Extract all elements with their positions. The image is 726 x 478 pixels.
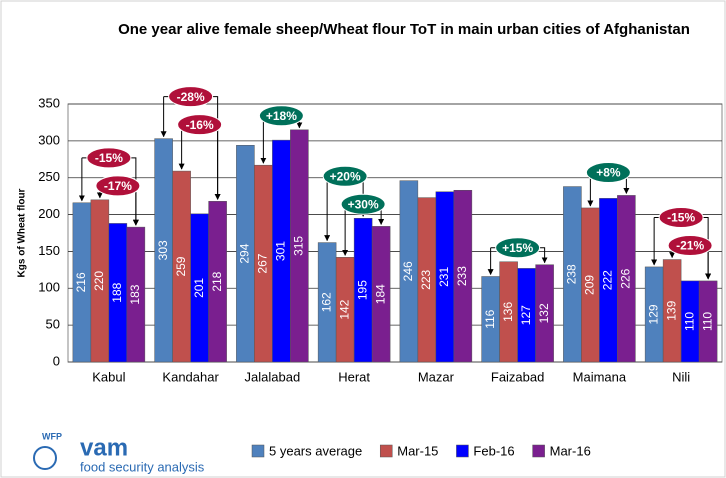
annotation: +15% xyxy=(502,241,533,255)
logo-org: WFP xyxy=(42,431,62,441)
bar xyxy=(617,195,636,363)
legend-label: Mar-16 xyxy=(550,443,591,458)
value-label: 209 xyxy=(583,275,597,295)
value-label: 303 xyxy=(156,240,170,260)
annotation: +18% xyxy=(266,109,297,123)
value-label: 195 xyxy=(355,280,369,300)
value-label: 129 xyxy=(646,304,660,324)
logo-icon xyxy=(33,446,57,470)
bar xyxy=(290,129,309,363)
annotation-bubble xyxy=(585,162,631,184)
chart-title: One year alive female sheep/Wheat flour … xyxy=(118,21,690,38)
value-label: 142 xyxy=(337,299,351,319)
legend-swatch xyxy=(379,444,393,458)
annotation-bubble xyxy=(340,193,386,215)
value-label: 233 xyxy=(455,266,469,286)
value-label: 184 xyxy=(373,284,387,304)
x-tick-label: Mazar xyxy=(418,369,455,384)
annotation-bubble xyxy=(322,165,368,187)
value-label: 220 xyxy=(92,271,106,291)
annotation-bubble xyxy=(95,175,141,197)
x-tick-label: Maimana xyxy=(573,369,627,384)
y-tick-label: 100 xyxy=(38,280,60,295)
value-label: 127 xyxy=(519,305,533,325)
value-label: 110 xyxy=(700,312,714,331)
annotation: -16% xyxy=(186,118,214,132)
annotation-bubble xyxy=(168,86,214,108)
value-label: 218 xyxy=(210,271,224,291)
value-label: 223 xyxy=(419,269,433,289)
legend-label: 5 years average xyxy=(269,443,362,458)
annotation: +20% xyxy=(330,169,361,183)
x-tick-label: Kabul xyxy=(92,369,125,384)
value-label: 139 xyxy=(664,300,678,320)
annotation-bubble xyxy=(495,237,541,259)
value-label: 110 xyxy=(682,312,696,331)
value-label: 222 xyxy=(601,270,615,290)
value-label: 267 xyxy=(256,253,270,273)
value-label: 188 xyxy=(110,282,124,302)
bar xyxy=(126,226,146,363)
annotation: -17% xyxy=(104,179,132,193)
value-label: 136 xyxy=(501,302,515,322)
legend-label: Feb-16 xyxy=(473,443,514,458)
annotation-bubble xyxy=(258,105,304,127)
value-label: 315 xyxy=(292,236,306,256)
legend-swatch xyxy=(456,444,469,458)
y-tick-label: 0 xyxy=(53,353,60,368)
value-label: 183 xyxy=(128,284,142,304)
legend-label: Mar-15 xyxy=(397,443,438,458)
y-tick-label: 350 xyxy=(38,95,60,110)
value-label: 116 xyxy=(483,309,497,328)
bar xyxy=(535,264,554,363)
x-tick-label: Nili xyxy=(672,369,690,384)
value-label: 246 xyxy=(401,261,415,281)
annotation-bubble xyxy=(177,114,223,136)
y-tick-label: 200 xyxy=(38,206,60,221)
value-label: 216 xyxy=(74,272,88,292)
logo-name: vam xyxy=(80,434,128,461)
value-label: 162 xyxy=(319,292,333,312)
y-axis-label: Kgs of Wheat flour xyxy=(17,188,28,277)
bar xyxy=(698,280,718,363)
x-tick-label: Kandahar xyxy=(162,369,219,384)
annotation: +30% xyxy=(348,197,379,211)
bar xyxy=(371,226,391,363)
annotation: -21% xyxy=(676,239,704,253)
y-tick-label: 150 xyxy=(38,243,60,258)
annotation: -15% xyxy=(667,211,695,225)
bar xyxy=(453,189,473,363)
value-label: 294 xyxy=(238,243,252,263)
logo-tagline: food security analysis xyxy=(80,459,205,474)
value-label: 231 xyxy=(437,267,451,287)
value-label: 132 xyxy=(537,303,551,323)
annotation-bubble xyxy=(86,147,132,169)
y-tick-label: 250 xyxy=(38,169,60,184)
x-tick-label: Herat xyxy=(338,369,370,384)
annotation-bubble xyxy=(667,235,713,257)
legend-swatch xyxy=(532,444,545,458)
value-label: 201 xyxy=(192,278,206,298)
annotation: -15% xyxy=(95,151,123,165)
bar xyxy=(208,201,227,363)
value-label: 238 xyxy=(565,264,579,284)
annotation: -28% xyxy=(177,90,205,104)
x-tick-label: Faizabad xyxy=(491,369,544,384)
value-label: 226 xyxy=(619,268,633,288)
value-label: 301 xyxy=(274,241,288,261)
y-tick-label: 300 xyxy=(38,132,60,147)
y-tick-label: 50 xyxy=(46,317,60,332)
annotation-bubble xyxy=(658,207,704,229)
value-label: 259 xyxy=(174,256,188,276)
annotation: +8% xyxy=(596,166,621,180)
legend-swatch xyxy=(251,444,265,458)
x-tick-label: Jalalabad xyxy=(245,369,301,384)
